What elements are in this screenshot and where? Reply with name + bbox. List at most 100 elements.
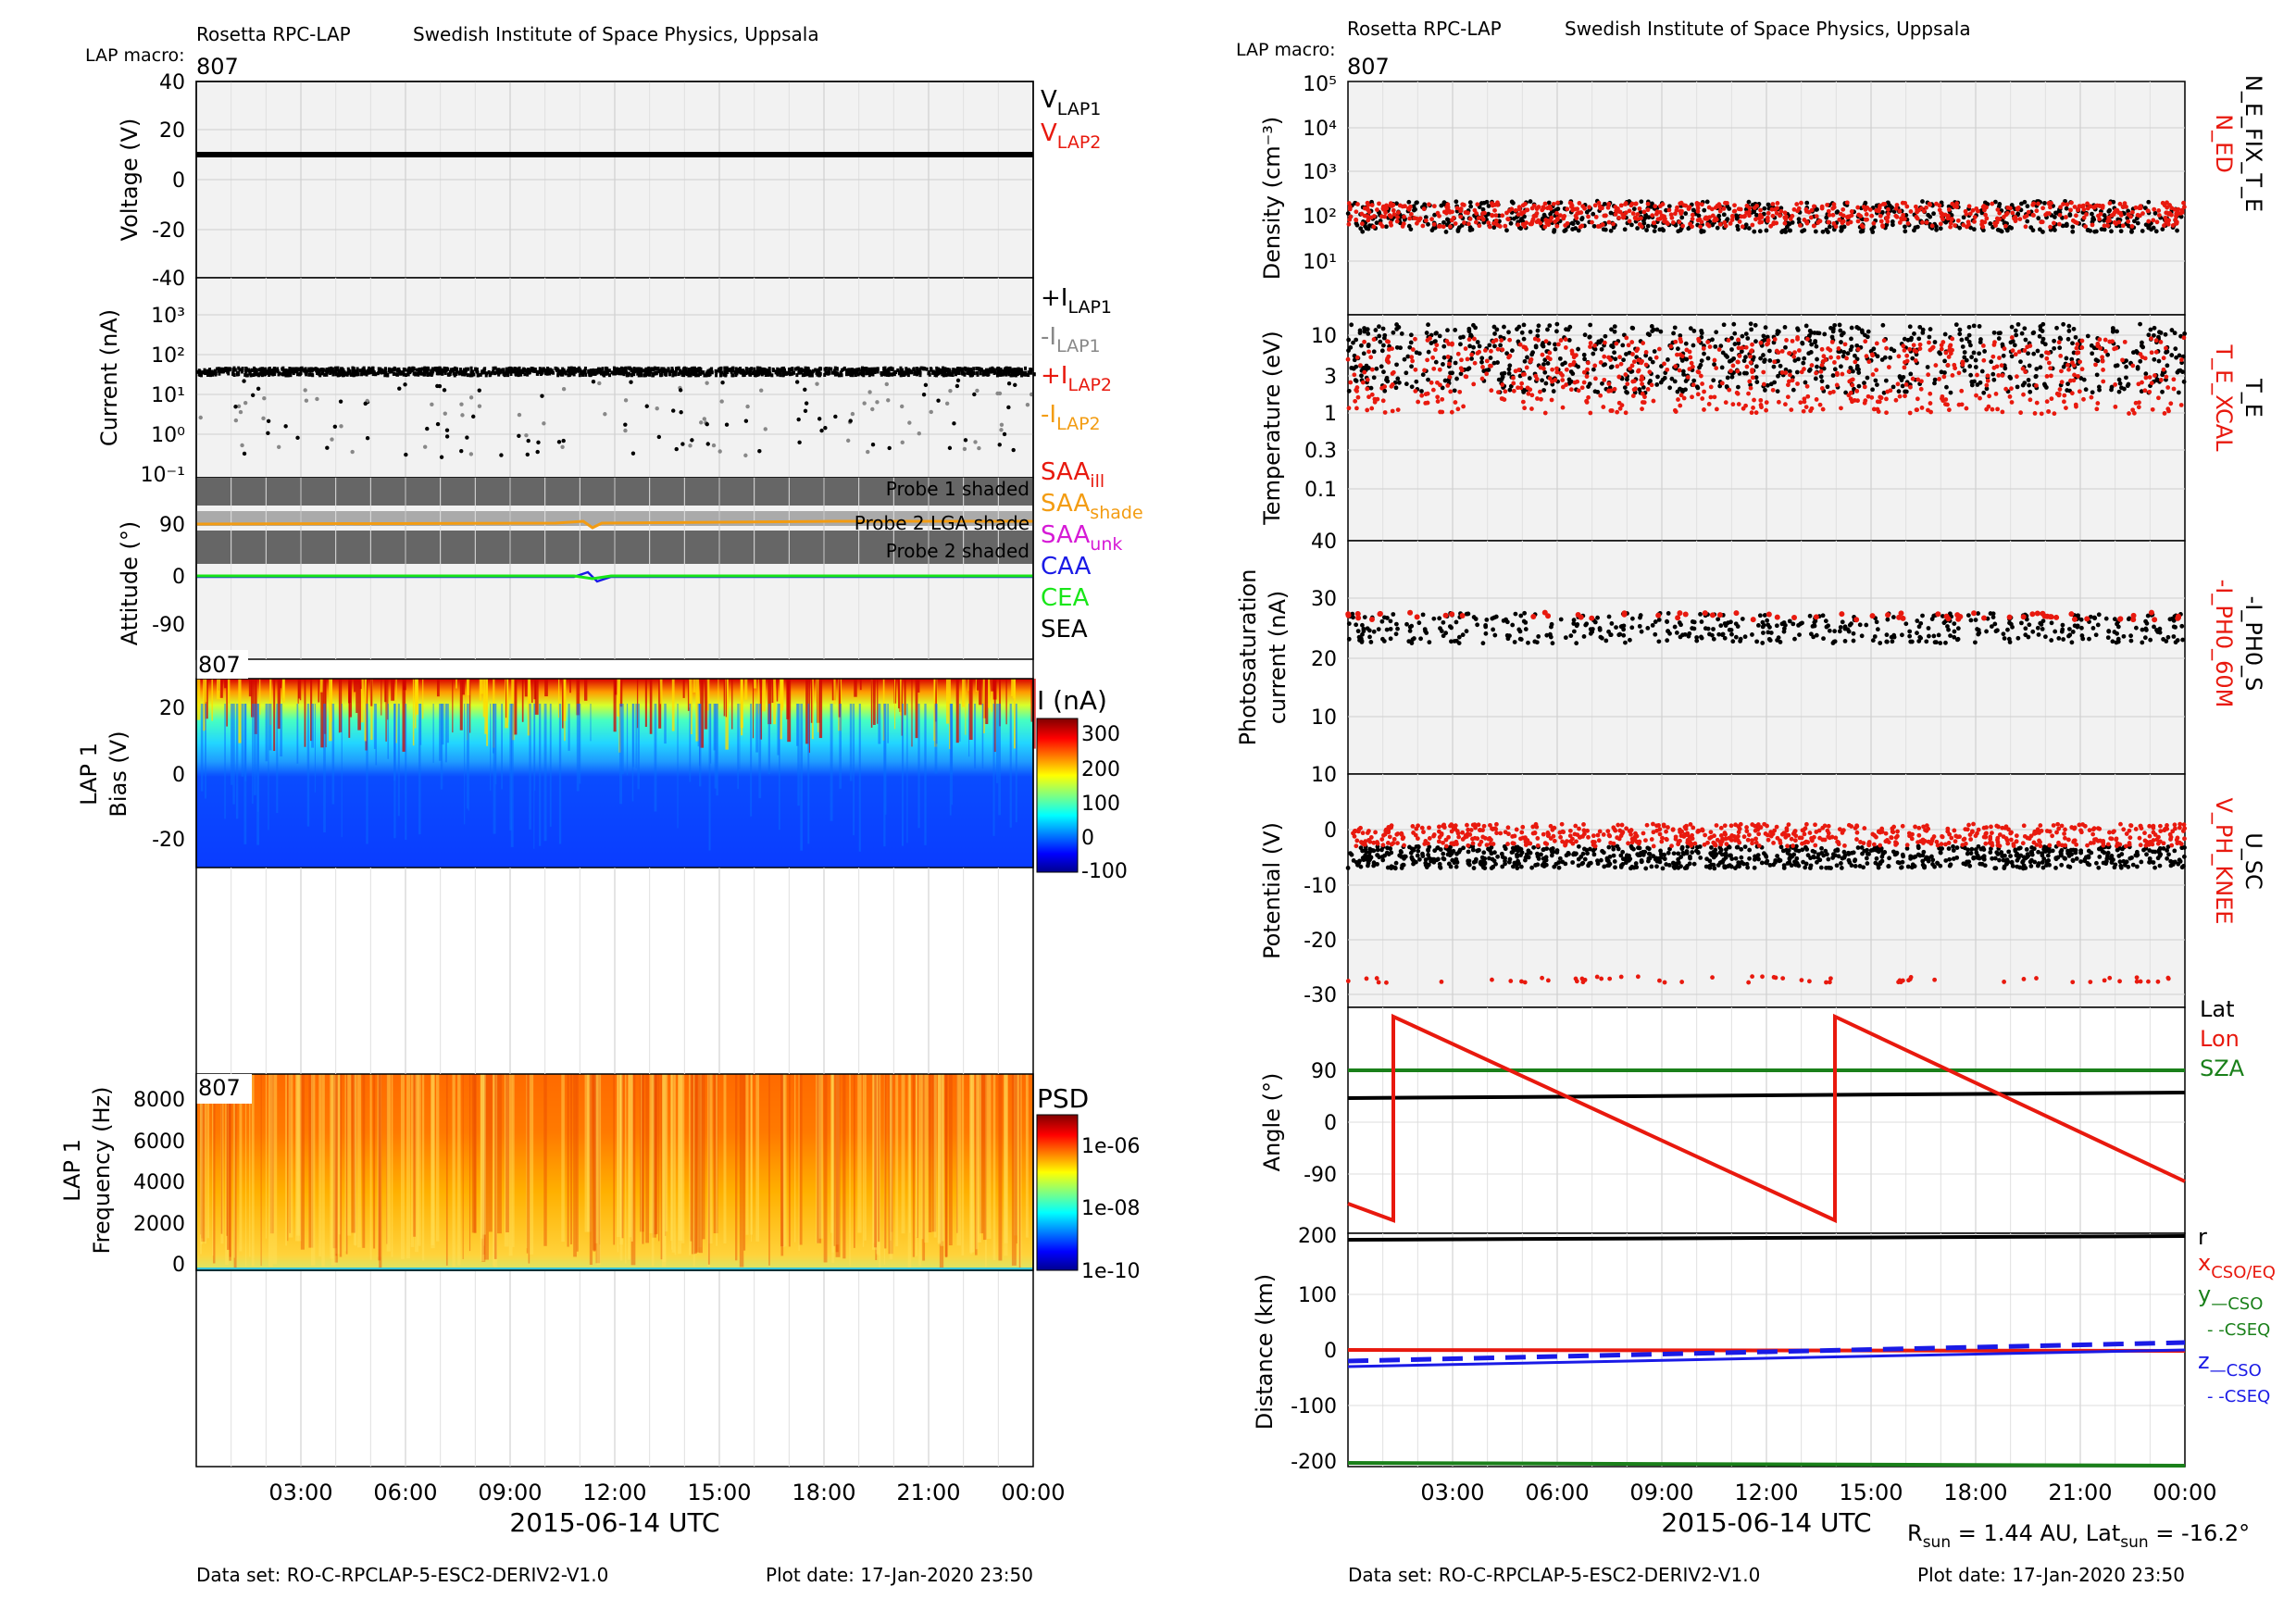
current-point (540, 394, 544, 398)
scatter-point (1980, 224, 1986, 230)
sweep-stripe (771, 679, 775, 704)
spectrum-stripe (941, 1074, 944, 1242)
current-point (752, 370, 755, 375)
scatter-point (1740, 333, 1745, 339)
scatter-point (1545, 327, 1550, 332)
sweep-stripe (469, 679, 471, 733)
current-point (560, 372, 564, 377)
scatter-point (2120, 357, 2125, 363)
sweep-stripe (723, 679, 726, 717)
sweep-stripe (251, 679, 255, 718)
current-point (265, 370, 268, 375)
current-point (443, 411, 447, 416)
current-point (668, 371, 671, 376)
scatter-point (1752, 229, 1757, 234)
scatter-point (1666, 356, 1670, 362)
sweep-stripe (991, 679, 994, 692)
spectrum-stripe (330, 1074, 334, 1259)
current-point (580, 369, 583, 374)
scatter-point (2154, 219, 2160, 225)
sweep-stripe (710, 704, 712, 764)
spectrum-stripe (652, 1074, 656, 1238)
scatter-point (1967, 211, 1973, 217)
spectrum-stripe (245, 1074, 247, 1267)
scatter-point (1586, 384, 1591, 390)
sweep-stripe (231, 704, 233, 785)
current-point (632, 367, 636, 371)
scatter-point (1981, 390, 1987, 395)
spectrum-stripe (1017, 1074, 1020, 1268)
current-point (803, 408, 808, 414)
scatter-point (1854, 343, 1860, 348)
current-point (824, 367, 828, 371)
scatter-point (1467, 225, 1473, 230)
sweep-ylabel-1: LAP 1 (76, 743, 102, 806)
current-point (867, 390, 872, 394)
spectrum-stripe (483, 1074, 489, 1260)
scatter-point (1396, 325, 1402, 330)
sweep-stripe (524, 679, 528, 697)
sweep-stripe (296, 704, 299, 764)
sweep-stripe (455, 679, 457, 689)
scatter-point (1978, 340, 1983, 344)
current-point (572, 372, 576, 377)
scatter-point (2028, 389, 2033, 394)
scatter-point (1354, 379, 1359, 383)
scatter-point (1512, 216, 1516, 221)
current-point (896, 368, 900, 372)
scatter-point (1570, 227, 1576, 231)
scatter-point (1622, 227, 1628, 232)
scatter-point (1366, 218, 1371, 223)
current-point (724, 371, 728, 376)
scatter-point (1932, 377, 1938, 382)
scatter-point (1747, 209, 1752, 215)
current-point (379, 367, 382, 371)
scatter-point (1522, 358, 1528, 364)
spectrum-stripe (300, 1074, 305, 1250)
scatter-point (1744, 203, 1750, 208)
scatter-point (1508, 220, 1514, 226)
scatter-point (2066, 367, 2071, 372)
scatter-point (1869, 213, 1875, 219)
current-point (660, 367, 664, 371)
spectrum-stripe (716, 1074, 718, 1246)
scatter-point (1813, 339, 1818, 344)
spectrum-stripe (229, 1074, 231, 1257)
current-point (583, 370, 587, 375)
current-point (384, 370, 388, 375)
scatter-point (2125, 383, 2130, 389)
spectrum-stripe (379, 1074, 382, 1268)
scatter-point (1359, 343, 1364, 348)
current-point (363, 401, 368, 406)
voltage-ytick: -20 (152, 219, 185, 243)
spectrum-stripe (987, 1074, 992, 1240)
scatter-point (2057, 212, 2063, 218)
scatter-point (2037, 333, 2042, 339)
current-point (268, 372, 271, 377)
current-point (405, 373, 408, 378)
current-point (288, 367, 292, 371)
scatter-point (1563, 360, 1567, 366)
scatter-point (1402, 356, 1407, 362)
spectrum-stripe (220, 1074, 224, 1244)
current-point (428, 372, 431, 377)
sweep-stripe (281, 679, 284, 699)
scatter-point (1880, 322, 1886, 328)
current-point (791, 368, 794, 372)
scatter-point (1465, 356, 1470, 362)
sweep-stripe (621, 704, 624, 775)
scatter-point (1603, 333, 1608, 339)
sweep-stripe (613, 679, 617, 732)
current-point (646, 370, 650, 375)
current-point (1013, 382, 1017, 388)
sweep-stripe (992, 704, 995, 836)
sweep-stripe (509, 704, 512, 831)
scatter-point (1458, 335, 1463, 341)
scatter-point (1972, 215, 1978, 219)
spectrum-stripe (200, 1074, 202, 1235)
current-point (374, 371, 378, 376)
sweep-stripe (716, 704, 718, 796)
sweep-stripe (725, 679, 728, 718)
current-point (727, 368, 730, 372)
scatter-point (2084, 212, 2089, 217)
